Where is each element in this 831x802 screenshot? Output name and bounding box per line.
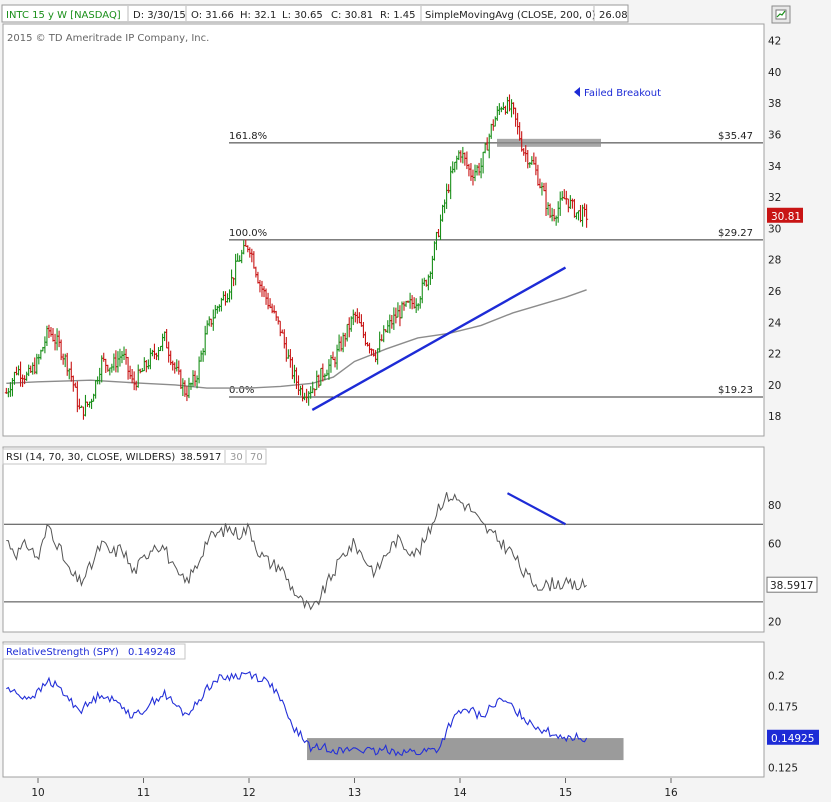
fib-price-label: $29.27 [718, 228, 753, 239]
rs-tick-label: 0.175 [768, 701, 798, 713]
rsi-level-high: 70 [250, 452, 263, 463]
time-tick-label: 11 [137, 787, 150, 799]
chart-settings-icon[interactable] [771, 5, 791, 24]
sma-line [6, 289, 587, 389]
price-tick-label: 40 [768, 67, 781, 79]
price-tick-label: 28 [768, 255, 781, 267]
rs-value-tag [767, 729, 819, 745]
rsi-level-low: 30 [230, 452, 243, 463]
open-label: O: 31.66 [191, 10, 234, 21]
time-tick-label: 15 [559, 787, 572, 799]
price-tick-label: 26 [768, 286, 782, 298]
rsi-line [6, 492, 587, 611]
time-tick-label: 13 [348, 787, 361, 799]
rs-tick-label: 0.2 [768, 671, 785, 683]
rs-tick-label: 0.125 [768, 762, 798, 774]
copyright-text: 2015 © TD Ameritrade IP Company, Inc. [7, 33, 209, 44]
annotation-arrow-icon [574, 87, 580, 97]
rsi-value-tag [766, 576, 818, 593]
rsi-divergence-line [506, 492, 567, 526]
rs-title-bar: RelativeStrength (SPY) 0.149248 [2, 643, 186, 660]
time-tick-label: 10 [31, 787, 44, 799]
sma-value-label: 26.08 [599, 10, 628, 21]
price-tick-label: 20 [768, 380, 781, 392]
fib-level-label: 0.0% [229, 385, 254, 396]
price-plot: 161.8% $35.47 100.0% $29.27 0.0% $19.23 Failed… [4, 87, 763, 420]
header-bar: INTC 15 y W [NASDAQ] D: 3/30/15 O: 31.66… [1, 4, 629, 23]
price-tick-label: 30 [768, 223, 781, 235]
price-panel [2, 23, 765, 437]
last-price-tag [767, 207, 803, 223]
support-trendline [311, 266, 567, 412]
price-axis: 18 20 22 24 26 28 30 32 34 36 38 40 42 30.81 [767, 36, 803, 423]
price-tick-label: 34 [768, 161, 782, 173]
rs-title[interactable]: RelativeStrength (SPY) [6, 647, 119, 658]
price-tick-label: 36 [768, 130, 782, 142]
rsi-last-value: 38.5917 [770, 580, 813, 592]
time-tick-label: 12 [242, 787, 255, 799]
rsi-tick-label: 80 [768, 500, 781, 512]
rs-last-value: 0.14925 [771, 733, 814, 745]
time-tick-label: 14 [453, 787, 467, 799]
price-tick-label: 18 [768, 411, 781, 423]
rs-plot [6, 671, 624, 761]
fib-price-label: $19.23 [718, 385, 753, 396]
rsi-plot [4, 492, 763, 611]
rsi-title-bar: RSI (14, 70, 30, CLOSE, WILDERS) 38.5917… [2, 448, 267, 465]
rsi-tick-label: 20 [768, 616, 781, 628]
sma-study-label[interactable]: SimpleMovingAvg (CLOSE, 200, 0) [425, 10, 596, 21]
date-label: D: 3/30/15 [133, 10, 186, 21]
rs-highlight-box [307, 738, 624, 761]
breakout-zone-box [497, 138, 601, 147]
price-tick-label: 24 [768, 317, 782, 329]
fib-level-label: 100.0% [229, 228, 267, 239]
time-tick-label: 16 [664, 787, 678, 799]
symbol-label[interactable]: INTC 15 y W [NASDAQ] [6, 10, 121, 21]
price-tick-label: 32 [768, 192, 781, 204]
price-tick-label: 38 [768, 98, 781, 110]
rs-line [6, 671, 588, 757]
rsi-panel [2, 446, 765, 633]
rsi-title[interactable]: RSI (14, 70, 30, CLOSE, WILDERS) [6, 452, 175, 463]
fib-level-label: 161.8% [229, 131, 267, 142]
last-price-label: 30.81 [771, 211, 801, 223]
range-label: R: 1.45 [380, 10, 415, 21]
rsi-value: 38.5917 [180, 452, 221, 463]
low-label: L: 30.65 [282, 10, 323, 21]
rsi-axis: 2040608038.5917 [766, 500, 818, 628]
close-label: C: 30.81 [331, 10, 373, 21]
rsi-tick-label: 60 [768, 539, 781, 551]
time-axis: 10 11 12 13 14 15 16 [31, 778, 678, 799]
failed-breakout-annotation: Failed Breakout [584, 88, 661, 99]
price-tick-label: 42 [768, 36, 781, 48]
rs-value: 0.149248 [128, 647, 176, 658]
price-tick-label: 22 [768, 349, 781, 361]
high-label: H: 32.1 [240, 10, 276, 21]
fib-price-label: $35.47 [718, 131, 753, 142]
